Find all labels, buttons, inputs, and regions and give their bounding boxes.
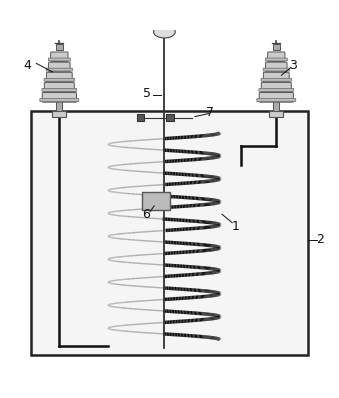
Text: 1: 1	[232, 220, 240, 232]
Bar	[273, 45, 280, 51]
FancyBboxPatch shape	[259, 88, 294, 92]
FancyBboxPatch shape	[40, 99, 79, 101]
FancyBboxPatch shape	[263, 72, 289, 82]
Bar	[31, 111, 308, 355]
FancyBboxPatch shape	[263, 68, 290, 71]
Bar	[56, 101, 62, 111]
FancyBboxPatch shape	[267, 52, 285, 62]
FancyBboxPatch shape	[44, 82, 74, 92]
FancyBboxPatch shape	[261, 78, 292, 81]
Bar	[269, 111, 283, 117]
Text: 4: 4	[23, 59, 31, 72]
FancyBboxPatch shape	[51, 52, 68, 62]
FancyBboxPatch shape	[48, 62, 70, 72]
Bar	[273, 101, 279, 111]
Text: 2: 2	[316, 233, 324, 246]
Text: 7: 7	[206, 106, 214, 119]
Text: 3: 3	[289, 59, 297, 72]
FancyBboxPatch shape	[42, 88, 77, 92]
Bar	[137, 114, 144, 121]
FancyBboxPatch shape	[42, 93, 77, 102]
FancyBboxPatch shape	[44, 78, 75, 81]
Bar	[56, 45, 63, 51]
Text: 5: 5	[143, 88, 152, 100]
Bar	[166, 114, 174, 121]
Ellipse shape	[154, 26, 175, 38]
FancyBboxPatch shape	[257, 99, 296, 101]
Text: 6: 6	[142, 208, 150, 221]
FancyBboxPatch shape	[265, 58, 287, 61]
Bar	[52, 111, 66, 117]
FancyBboxPatch shape	[259, 93, 293, 102]
FancyBboxPatch shape	[265, 62, 287, 72]
FancyBboxPatch shape	[46, 72, 72, 82]
FancyBboxPatch shape	[261, 82, 291, 92]
Bar	[142, 192, 170, 209]
FancyBboxPatch shape	[46, 68, 73, 71]
FancyBboxPatch shape	[48, 58, 71, 61]
